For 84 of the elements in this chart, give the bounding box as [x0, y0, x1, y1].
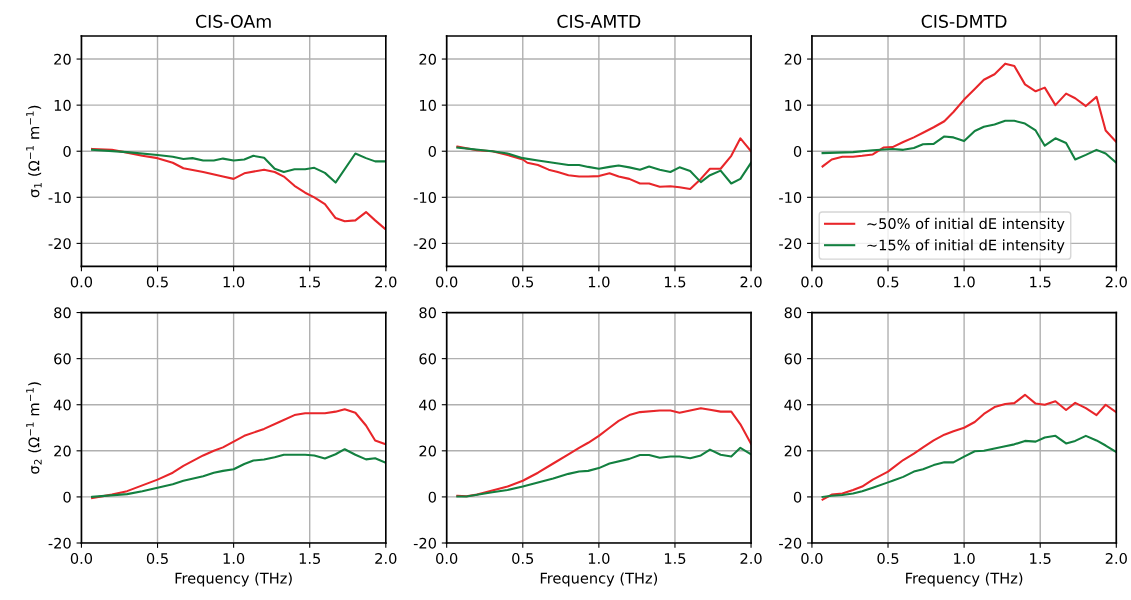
- x-tick-label: 1.5: [1030, 553, 1051, 565]
- y-tick-label: 20: [419, 53, 436, 65]
- x-tick-label: 0.0: [436, 276, 458, 288]
- x-tick-label: 0.0: [801, 276, 823, 288]
- y-tick-label: -20: [779, 238, 802, 250]
- y-tick-label: 10: [785, 99, 802, 111]
- line-series: [91, 408, 386, 500]
- y-tick-label: 80: [419, 307, 436, 319]
- y-tick-label: 60: [419, 353, 436, 365]
- x-tick-label: 0.5: [146, 276, 168, 288]
- y-tick-label: 20: [784, 53, 802, 65]
- chart-title: CIS-OAm: [196, 14, 271, 28]
- y-tick-label: -20: [779, 537, 802, 549]
- x-tick-label: 1.5: [1030, 276, 1051, 288]
- x-tick-label: 0.0: [70, 276, 93, 288]
- x-tick-label: 0.0: [801, 552, 823, 565]
- line-series: [456, 446, 752, 498]
- x-tick-label: 2.0: [375, 552, 397, 565]
- x-axis-title: Frequency (THz): [540, 572, 658, 587]
- y-tick-label: 60: [784, 353, 802, 365]
- x-tick-label: 2.0: [375, 276, 397, 288]
- x-tick-label: 2.0: [740, 276, 762, 288]
- x-tick-label: 1.5: [299, 553, 321, 565]
- legend-label: ~50% of initial dE intensity: [867, 217, 1065, 232]
- x-tick-label: 0.0: [436, 552, 458, 565]
- y-tick-label: 40: [784, 399, 802, 411]
- x-tick-label: 1.0: [223, 552, 245, 565]
- x-tick-label: 0.5: [512, 552, 534, 565]
- y-tick-label: -10: [48, 192, 71, 204]
- y-tick-label: 20: [784, 445, 802, 457]
- y-tick-label: -20: [413, 238, 436, 250]
- chart-title: CIS-AMTD: [557, 14, 641, 28]
- line-series: [821, 434, 1117, 498]
- x-tick-label: 0.0: [70, 552, 93, 565]
- line-series: [821, 119, 1117, 164]
- y-tick-label: 60: [54, 353, 71, 365]
- y-tick-label: 0: [793, 145, 802, 157]
- line-series: [821, 62, 1117, 168]
- y-tick-label: 10: [54, 99, 71, 111]
- x-tick-label: 2.0: [1105, 552, 1127, 565]
- line-series: [91, 147, 386, 231]
- y-tick-label: 20: [419, 445, 436, 457]
- y-tick-label: 0: [793, 491, 802, 503]
- x-tick-label: 0.5: [877, 552, 899, 565]
- y-tick-label: 40: [419, 399, 436, 411]
- x-tick-label: 0.5: [146, 552, 168, 565]
- line-series: [91, 448, 386, 498]
- x-tick-label: 1.5: [299, 276, 321, 288]
- x-tick-label: 1.0: [223, 276, 245, 288]
- x-tick-label: 1.0: [954, 552, 975, 565]
- x-tick-label: 2.0: [740, 552, 762, 565]
- y-tick-label: 40: [53, 399, 71, 411]
- x-tick-label: 1.0: [588, 276, 610, 288]
- x-axis-title: Frequency (THz): [175, 572, 292, 587]
- line-series: [91, 148, 386, 184]
- y-axis-title: σ$_{2}$ (Ω$^{−1}$ m$^{−1}$): [26, 382, 42, 474]
- x-tick-label: 2.0: [1105, 276, 1127, 288]
- y-tick-label: 0: [63, 491, 71, 503]
- y-tick-label: 0: [428, 491, 436, 503]
- x-tick-label: 1.5: [664, 553, 686, 565]
- legend-label: ~15% of initial dE intensity: [867, 239, 1065, 254]
- y-tick-label: 20: [54, 445, 71, 457]
- line-series: [456, 146, 752, 185]
- x-tick-label: 1.5: [664, 276, 686, 288]
- y-tick-label: -20: [413, 537, 436, 549]
- chart-title: CIS-DMTD: [921, 14, 1007, 28]
- x-tick-label: 0.5: [877, 276, 899, 288]
- y-axis-title: σ$_{1}$ (Ω$^{−1}$ m$^{−1}$): [26, 105, 42, 198]
- line-series: [821, 393, 1117, 501]
- x-tick-label: 1.0: [588, 552, 610, 565]
- y-tick-label: -20: [48, 537, 71, 549]
- y-tick-label: 10: [420, 99, 436, 111]
- y-tick-label: 20: [54, 53, 71, 65]
- y-tick-label: -10: [413, 192, 436, 204]
- x-tick-label: 0.5: [512, 276, 534, 288]
- y-tick-label: 0: [63, 145, 71, 157]
- y-tick-label: -20: [48, 238, 71, 250]
- y-tick-label: 80: [54, 307, 71, 319]
- x-axis-title: Frequency (THz): [906, 572, 1023, 587]
- y-tick-label: -10: [779, 192, 802, 204]
- line-series: [456, 137, 752, 191]
- x-tick-label: 1.0: [954, 276, 975, 288]
- y-tick-label: 0: [428, 145, 436, 157]
- y-tick-label: 80: [784, 307, 802, 319]
